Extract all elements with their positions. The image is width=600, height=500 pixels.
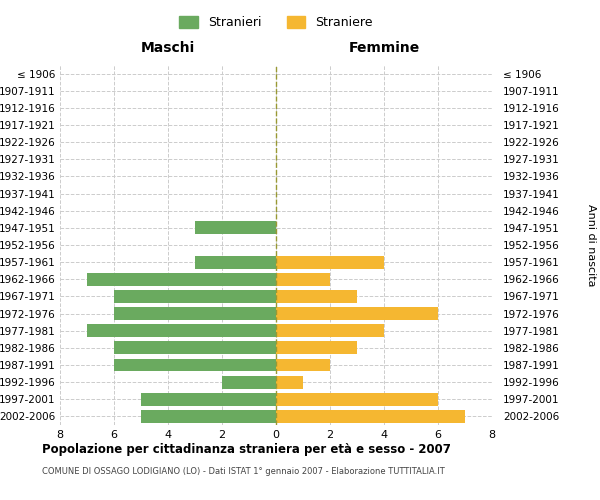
- Bar: [195, 222, 276, 234]
- Bar: [87, 273, 276, 285]
- Bar: [276, 393, 438, 406]
- Bar: [114, 358, 276, 372]
- Text: Popolazione per cittadinanza straniera per età e sesso - 2007: Popolazione per cittadinanza straniera p…: [42, 442, 451, 456]
- Text: COMUNE DI OSSAGO LODIGIANO (LO) - Dati ISTAT 1° gennaio 2007 - Elaborazione TUTT: COMUNE DI OSSAGO LODIGIANO (LO) - Dati I…: [42, 468, 445, 476]
- Text: Maschi: Maschi: [141, 40, 195, 54]
- Bar: [276, 376, 303, 388]
- Bar: [87, 324, 276, 337]
- Bar: [276, 307, 438, 320]
- Bar: [114, 342, 276, 354]
- Text: Femmine: Femmine: [349, 40, 419, 54]
- Bar: [141, 393, 276, 406]
- Bar: [276, 358, 330, 372]
- Bar: [141, 410, 276, 423]
- Bar: [114, 307, 276, 320]
- Bar: [276, 273, 330, 285]
- Bar: [276, 290, 357, 303]
- Text: Anni di nascita: Anni di nascita: [586, 204, 596, 286]
- Bar: [276, 324, 384, 337]
- Bar: [276, 410, 465, 423]
- Legend: Stranieri, Straniere: Stranieri, Straniere: [174, 11, 378, 34]
- Bar: [114, 290, 276, 303]
- Bar: [222, 376, 276, 388]
- Bar: [195, 256, 276, 268]
- Bar: [276, 256, 384, 268]
- Bar: [276, 342, 357, 354]
